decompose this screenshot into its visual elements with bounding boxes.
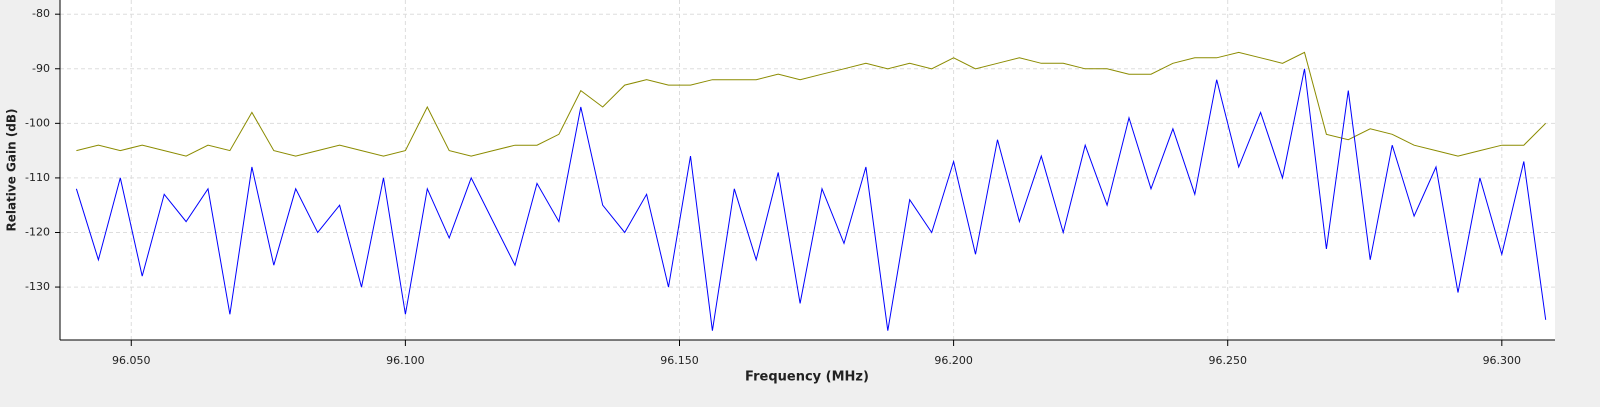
x-tick-label: 96.200 <box>934 354 973 367</box>
y-tick-label: -90 <box>32 62 50 75</box>
y-axis-label: Relative Gain (dB) <box>5 108 19 231</box>
x-tick-label: 96.300 <box>1483 354 1522 367</box>
y-tick-label: -100 <box>25 116 50 129</box>
y-tick-label: -120 <box>25 225 50 238</box>
y-tick-label: -110 <box>25 171 50 184</box>
x-tick-label: 96.150 <box>660 354 699 367</box>
series-line <box>75 68 1547 331</box>
x-axis-label: Frequency (MHz) <box>745 370 869 385</box>
x-tick-label: 96.050 <box>112 354 151 367</box>
y-tick-label: -80 <box>32 7 50 20</box>
x-tick-label: 96.250 <box>1208 354 1247 367</box>
plot-area <box>60 0 1555 340</box>
x-tick-label: 96.100 <box>386 354 425 367</box>
y-tick-label: -130 <box>25 280 50 293</box>
series-line <box>76 51 1547 157</box>
